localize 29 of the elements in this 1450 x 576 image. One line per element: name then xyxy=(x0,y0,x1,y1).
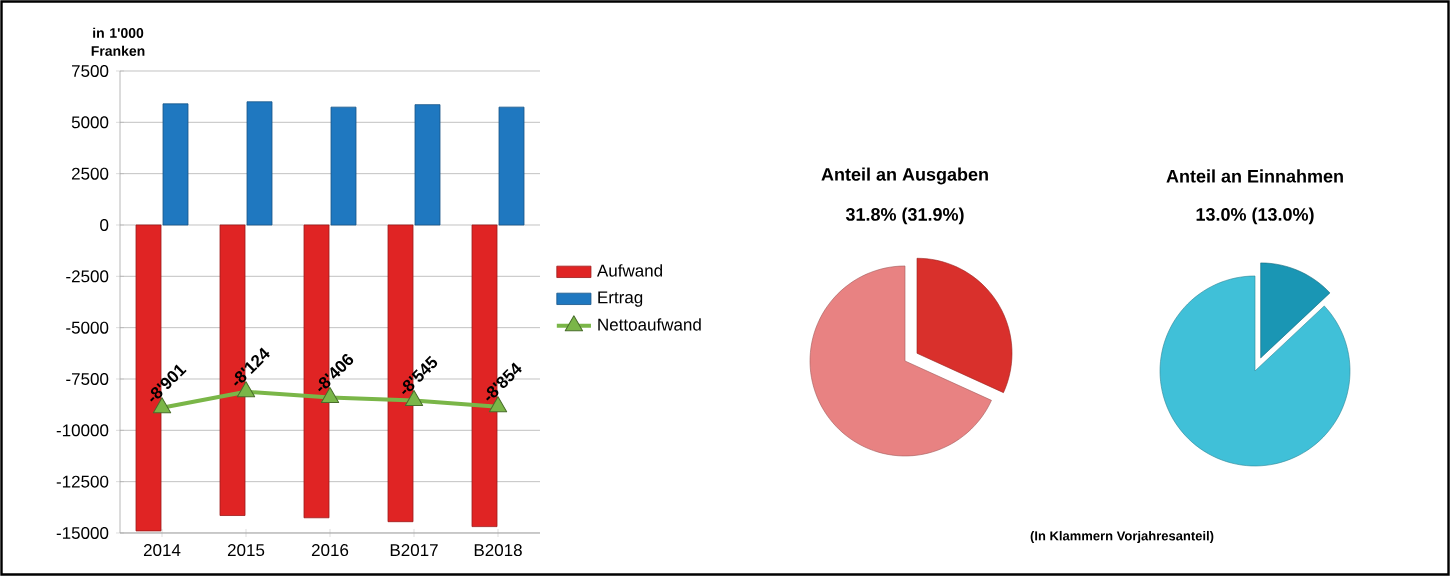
bar xyxy=(246,101,273,226)
x-tick-label: 2014 xyxy=(143,544,181,557)
chart-subtitle: 31.8% (31.9%) xyxy=(845,207,964,225)
x-tick-label: B2017 xyxy=(390,544,438,557)
y-tick-label: -12500 xyxy=(56,475,109,488)
y-tick-label: 2500 xyxy=(71,167,109,180)
y-axis-title: in 1'000 Franken xyxy=(91,27,145,56)
legend-label: Aufwand xyxy=(596,264,663,277)
y-tick-label: -5000 xyxy=(66,321,109,334)
y-tick-label: 7500 xyxy=(72,64,109,77)
text: (In Klammern Vorjahresanteil) xyxy=(1030,530,1214,544)
bar xyxy=(498,106,525,226)
x-tick-label: B2018 xyxy=(474,544,522,557)
y-tick-label: -10000 xyxy=(56,424,109,437)
y-tick-label: 0 xyxy=(100,218,109,231)
y-tick-label: 5000 xyxy=(71,116,109,129)
x-tick-label: 2016 xyxy=(311,544,349,557)
y-tick-label: -2500 xyxy=(66,270,109,283)
bar xyxy=(162,103,189,226)
y-tick-label: -15000 xyxy=(56,526,109,539)
legend-label: Ertrag xyxy=(598,291,643,307)
x-tick-label: 2015 xyxy=(227,544,265,557)
bar xyxy=(330,106,357,226)
chart-title: Anteil an Einnahmen xyxy=(1166,169,1343,183)
chart-subtitle: 13.0% (13.0%) xyxy=(1196,207,1314,225)
bar xyxy=(414,104,441,226)
legend-label: Nettoaufwand xyxy=(598,318,701,331)
chart-title: Anteil an Ausgaben xyxy=(821,167,988,185)
y-tick-label: -7500 xyxy=(66,372,109,385)
